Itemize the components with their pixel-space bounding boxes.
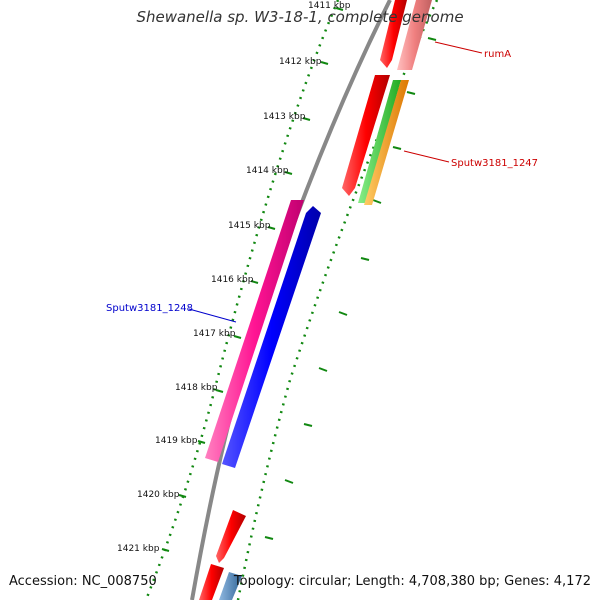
- inner-ruler-track: [144, 0, 340, 600]
- tick-label-1419: 1419 kbp: [155, 436, 198, 446]
- tick-label-1421: 1421 kbp: [117, 544, 160, 554]
- gene-feature[interactable]: [216, 510, 246, 563]
- callout-line-sputw3181-1247: [403, 150, 450, 163]
- tick-label-1418: 1418 kbp: [175, 383, 218, 393]
- reverse-features: [199, 200, 321, 600]
- gene-feature[interactable]: [342, 75, 390, 196]
- gene-feature-rumA[interactable]: [397, 0, 432, 70]
- genome-title: Shewanella sp. W3-18-1, complete genome: [136, 8, 464, 26]
- gene-feature[interactable]: [219, 572, 242, 600]
- gene-label-rumA[interactable]: rumA: [484, 49, 511, 60]
- tick-label-1416: 1416 kbp: [211, 275, 254, 285]
- gene-feature[interactable]: [380, 0, 407, 68]
- tick-label-1411: 1411 kbp: [308, 1, 351, 11]
- outer-ruler-ticks: [264, 37, 437, 540]
- gene-label-sputw3181-1247[interactable]: Sputw3181_1247: [451, 158, 538, 169]
- gene-feature-green[interactable]: [358, 80, 401, 203]
- tick-label-1417: 1417 kbp: [193, 329, 236, 339]
- gene-feature-blue[interactable]: [222, 206, 321, 468]
- gene-feature-sputw3181-1248[interactable]: [205, 200, 304, 462]
- outer-ruler-track: [236, 0, 439, 600]
- gene-label-sputw3181-1248[interactable]: Sputw3181_1248: [106, 303, 193, 314]
- tick-labels: 1411 kbp 1412 kbp 1413 kbp 1414 kbp 1415…: [117, 1, 351, 554]
- callout-line-rumA: [434, 41, 483, 54]
- tick-label-1420: 1420 kbp: [137, 490, 180, 500]
- accession-text: Accession: NC_008750: [9, 574, 157, 589]
- tick-label-1412: 1412 kbp: [279, 57, 322, 67]
- tick-label-1414: 1414 kbp: [246, 166, 289, 176]
- gene-labels: rumA Sputw3181_1247 Sputw3181_1248: [106, 49, 538, 314]
- callout-line-sputw3181-1248: [188, 308, 237, 323]
- tick-label-1415: 1415 kbp: [228, 221, 271, 231]
- topology-text: Topology: circular; Length: 4,708,380 bp…: [233, 574, 591, 589]
- tick-label-1413: 1413 kbp: [263, 112, 306, 122]
- gene-feature-sputw3181-1247[interactable]: [364, 80, 409, 205]
- callout-lines: [188, 41, 483, 323]
- forward-features: [342, 0, 432, 205]
- inner-ruler-ticks: [161, 7, 344, 552]
- gene-feature[interactable]: [199, 564, 224, 600]
